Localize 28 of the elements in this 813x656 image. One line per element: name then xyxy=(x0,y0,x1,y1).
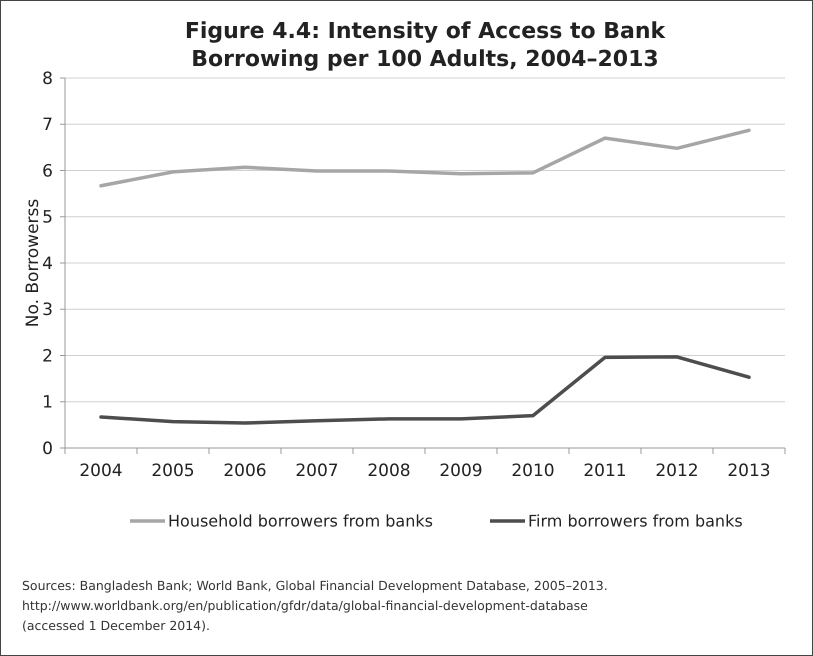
y-tick-label: 6 xyxy=(42,161,53,182)
y-tick-label: 4 xyxy=(42,254,53,274)
line-series xyxy=(99,355,751,425)
x-tick-label: 2010 xyxy=(511,461,555,481)
x-tick-label: 2008 xyxy=(367,461,411,481)
x-tick-label: 2005 xyxy=(151,461,195,481)
x-tick-label: 2004 xyxy=(79,461,123,481)
text: (accessed 1 December 2014). xyxy=(22,618,210,633)
text: http://www.worldbank.org/en/publication/gfdr/data/global-financial-development-database xyxy=(22,598,588,613)
x-tick-label: 2012 xyxy=(655,461,699,481)
x-tick-label: 2006 xyxy=(223,461,267,481)
source-note: Sources: Bangladesh Bank; World Bank, Global Financial Development Database, 2005–2013. xyxy=(22,578,608,593)
y-tick-label: 5 xyxy=(42,208,53,228)
chart-title: Figure 4.4: Intensity of Access to Bank Borrowing per 100 Adults, 2004–2013 xyxy=(184,19,667,72)
y-tick-label: 3 xyxy=(42,300,53,320)
x-tick-label: 2007 xyxy=(295,461,339,481)
line-series xyxy=(99,128,751,188)
x-tick-label: 2013 xyxy=(727,461,771,481)
x-tick-label: 2009 xyxy=(439,461,483,481)
y-tick-label: 0 xyxy=(42,438,53,459)
legend-label: Firm borrowers from banks xyxy=(528,512,743,531)
y-axis-title: No. Borrowerss xyxy=(23,198,43,328)
y-tick-label: 1 xyxy=(42,392,53,413)
y-tick-label: 7 xyxy=(42,115,53,136)
x-tick-label: 2011 xyxy=(583,461,627,481)
y-tick-label: 2 xyxy=(42,346,53,366)
y-tick-label: 8 xyxy=(42,68,53,89)
legend-label: Household borrowers from banks xyxy=(168,512,433,531)
